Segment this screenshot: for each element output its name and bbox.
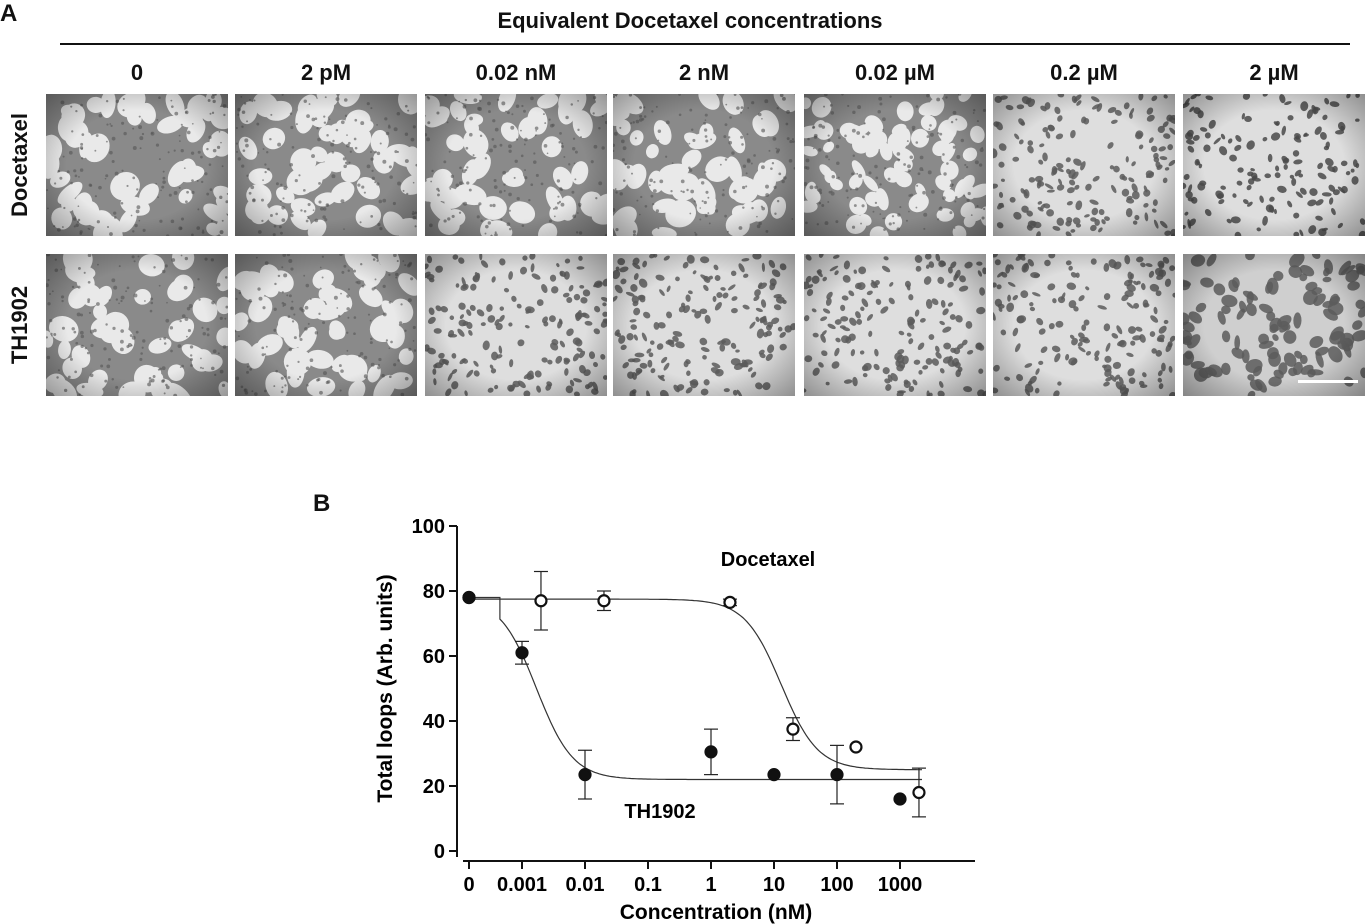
micrograph-docetaxel-6	[1183, 94, 1365, 236]
point-th1902-6	[893, 792, 907, 806]
y-tick-label-0: 0	[434, 841, 445, 863]
column-label-5: 0.2 µM	[1050, 60, 1118, 85]
micrograph-th1902-4	[804, 254, 986, 396]
micrograph-th1902-5	[993, 254, 1175, 396]
point-th1902-1	[515, 646, 529, 660]
micrograph-th1902-1	[235, 254, 417, 396]
panel-b-label: B	[313, 490, 331, 517]
point-docetaxel-4	[786, 722, 800, 736]
micrograph-docetaxel-4	[804, 94, 986, 236]
series-label-docetaxel: Docetaxel	[721, 549, 816, 571]
micrograph-docetaxel-3	[613, 94, 795, 236]
header-rule	[60, 43, 1350, 45]
x-tick-label-4: 1	[705, 874, 716, 896]
x-tick-label-6: 100	[820, 874, 853, 896]
row-label-th1902: TH1902	[7, 285, 32, 365]
x-tick-label-0: 0	[463, 874, 474, 896]
panel-a-header: Equivalent Docetaxel concentrations	[497, 8, 883, 33]
micrograph-docetaxel-2	[425, 94, 607, 236]
micrograph-th1902-2	[425, 254, 607, 396]
point-th1902-4	[767, 768, 781, 782]
fit-curve-th1902	[469, 596, 922, 781]
micrograph-docetaxel-5	[993, 94, 1175, 236]
x-tick-label-2: 0.01	[566, 874, 605, 896]
row-label-docetaxel: Docetaxel	[7, 113, 32, 217]
fit-curve-docetaxel	[469, 598, 922, 771]
y-tick-label-5: 100	[412, 516, 445, 538]
point-docetaxel-2	[597, 594, 611, 608]
point-docetaxel-3	[723, 595, 737, 609]
column-label-1: 2 pM	[300, 60, 352, 85]
scale-bar	[1298, 380, 1358, 383]
x-tick-label-7: 1000	[878, 874, 923, 896]
column-label-3: 2 nM	[678, 60, 730, 85]
micrograph-th1902-3	[613, 254, 795, 396]
x-axis-label: Concentration (nM)	[620, 901, 812, 924]
y-tick-label-3: 60	[423, 646, 445, 668]
x-tick-label-5: 10	[763, 874, 785, 896]
column-label-0: 0	[130, 60, 144, 85]
micrograph-docetaxel-0	[46, 94, 228, 236]
y-tick-label-1: 20	[423, 776, 445, 798]
column-label-2: 0.02 nM	[475, 60, 557, 85]
point-th1902-3	[704, 745, 718, 759]
micrograph-th1902-0	[46, 254, 228, 396]
column-label-4: 0.02 µM	[855, 60, 935, 85]
x-tick-label-1: 0.001	[497, 874, 547, 896]
point-docetaxel-5	[849, 740, 863, 754]
x-tick-label-3: 0.1	[634, 874, 662, 896]
point-th1902-2	[578, 768, 592, 782]
y-axis-label: Total loops (Arb. units)	[374, 574, 397, 802]
y-tick-label-4: 80	[423, 581, 445, 603]
panel-a-label: A	[0, 0, 18, 27]
micrograph-th1902-6	[1183, 254, 1365, 396]
point-th1902-0	[462, 590, 476, 605]
point-th1902-5	[830, 768, 844, 782]
point-docetaxel-1	[534, 594, 548, 608]
micrograph-docetaxel-1	[235, 94, 417, 236]
column-label-6: 2 µM	[1249, 60, 1299, 85]
point-docetaxel-6	[912, 785, 926, 800]
y-tick-label-2: 40	[423, 711, 445, 733]
series-label-th1902: TH1902	[624, 801, 695, 823]
